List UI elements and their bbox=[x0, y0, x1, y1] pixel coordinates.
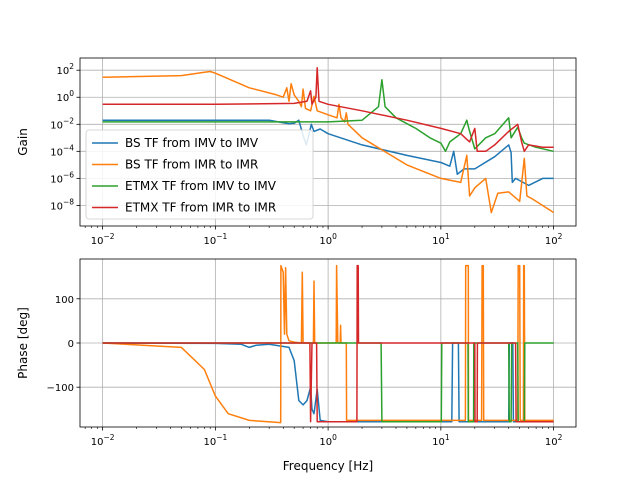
y-tick-label: 10−8 bbox=[50, 197, 74, 212]
x-tick-label: 10−2 bbox=[91, 433, 115, 448]
y-tick-label: 100 bbox=[55, 295, 74, 306]
legend-box bbox=[85, 129, 314, 220]
x-tick-label: 10−1 bbox=[203, 232, 227, 247]
gain-panel: 10−2 10−1 100 101 102 102 100 10−2 10−4 10−6 10−8… bbox=[16, 57, 577, 247]
y-tick-label: 100 bbox=[56, 89, 74, 104]
phase-series-line-3 bbox=[102, 264, 554, 423]
x-tick-label: 101 bbox=[432, 433, 450, 448]
y-tick-label: 0 bbox=[68, 339, 74, 350]
legend-label: ETMX TF from IMV to IMV bbox=[125, 179, 277, 193]
legend: BS TF from IMV to IMV BS TF from IMR to I… bbox=[85, 129, 314, 220]
gain-series-lines bbox=[102, 67, 555, 214]
gain-series-line-2 bbox=[102, 78, 554, 153]
phase-x-ticks: 10−2 10−1 100 101 102 bbox=[84, 427, 563, 448]
x-tick-label: 100 bbox=[319, 232, 337, 247]
x-tick-label: 10−2 bbox=[91, 232, 115, 247]
legend-label: ETMX TF from IMR to IMR bbox=[125, 201, 276, 215]
legend-label: BS TF from IMR to IMR bbox=[125, 158, 258, 172]
x-tick-label: 102 bbox=[545, 433, 563, 448]
y-tick-label: 10−6 bbox=[50, 170, 74, 185]
x-tick-label: 102 bbox=[545, 232, 563, 247]
phase-series-lines bbox=[102, 264, 554, 424]
gain-x-ticks: 10−2 10−1 100 101 102 bbox=[84, 226, 563, 247]
x-axis-label: Frequency [Hz] bbox=[283, 459, 374, 473]
phase-series-line-0 bbox=[102, 342, 554, 423]
phase-y-ticks: 100 0 −100 bbox=[47, 295, 80, 394]
phase-y-axis-label: Phase [deg] bbox=[16, 307, 30, 379]
y-tick-label: 102 bbox=[56, 62, 74, 77]
x-tick-label: 101 bbox=[432, 232, 450, 247]
phase-panel: 10−2 10−1 100 101 102 100 0 −100 Phase [deg] bbox=[16, 258, 577, 448]
y-tick-label: −100 bbox=[47, 383, 74, 394]
gain-y-axis-label: Gain bbox=[16, 128, 30, 156]
y-tick-label: 10−2 bbox=[50, 116, 74, 131]
gain-series-line-3 bbox=[102, 67, 554, 153]
x-tick-label: 100 bbox=[319, 433, 337, 448]
y-tick-label: 10−4 bbox=[50, 143, 74, 158]
gain-y-ticks: 102 100 10−2 10−4 10−6 10−8 bbox=[50, 62, 80, 212]
x-tick-label: 10−1 bbox=[203, 433, 227, 448]
gain-series-line-1 bbox=[102, 70, 555, 214]
legend-label: BS TF from IMV to IMV bbox=[125, 136, 259, 150]
